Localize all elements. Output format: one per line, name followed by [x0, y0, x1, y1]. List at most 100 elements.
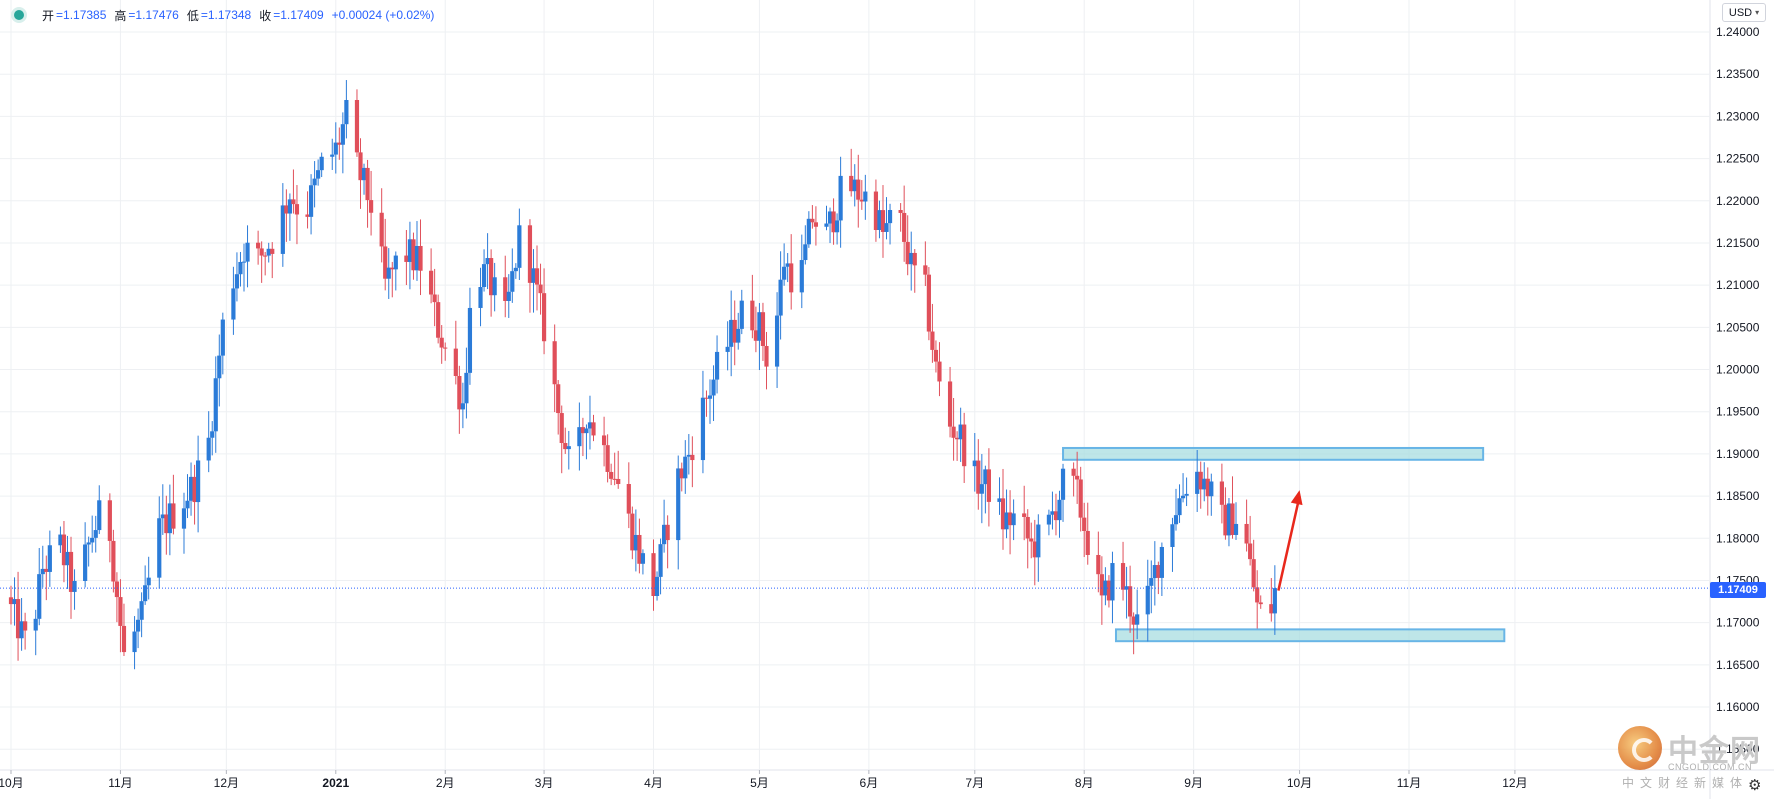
candle-body: [492, 277, 497, 296]
candle: [789, 234, 794, 310]
candle-body: [1120, 563, 1126, 590]
candle-body: [725, 346, 730, 352]
candle-body: [803, 244, 808, 261]
candle: [19, 597, 24, 651]
candle-body: [630, 513, 635, 551]
candle-body: [1244, 523, 1249, 544]
candle: [531, 249, 536, 313]
candle-body: [23, 621, 28, 631]
candle-body: [404, 255, 409, 262]
candle-body: [884, 223, 889, 232]
overlay: [0, 490, 1710, 591]
candle-body: [361, 167, 367, 181]
candle: [192, 464, 197, 525]
candle-body: [676, 468, 681, 541]
candle: [1223, 487, 1228, 540]
candle: [912, 249, 917, 293]
price-axis[interactable]: 1.24000 1.23500 1.23000 1.22500 1.22000 1.215…: [1716, 25, 1760, 756]
candle: [1032, 519, 1037, 586]
candle-body: [414, 245, 420, 271]
candle: [97, 485, 102, 535]
candle-body: [270, 248, 275, 254]
candle-body: [898, 210, 903, 213]
candle: [1251, 539, 1256, 592]
candle-body: [534, 268, 540, 285]
candle-body: [121, 625, 127, 653]
candle: [1156, 561, 1161, 595]
candle-body: [637, 534, 642, 564]
candle-body: [1209, 481, 1214, 497]
time-axis[interactable]: 10月 11月 12月 2021 2月 3月 4月 5月 6月 7月 8月 9月 10月 11月 12月: [0, 770, 1528, 790]
candle-body: [806, 218, 811, 245]
candle: [513, 263, 518, 279]
candle-body: [654, 576, 660, 596]
watermark-tagline: 中文财经新媒体: [1622, 776, 1749, 790]
gear-icon[interactable]: ⚙: [1748, 777, 1762, 794]
candle: [725, 321, 730, 371]
candle: [962, 412, 967, 483]
candle-body: [114, 581, 120, 598]
candle: [411, 232, 416, 280]
candle-body: [887, 210, 893, 224]
candle: [72, 569, 77, 610]
candle-body: [1152, 565, 1157, 579]
resistance-zone: [1062, 446, 1485, 461]
candle-body: [559, 413, 564, 444]
candle: [905, 215, 910, 276]
price-tick-label: 1.15500: [1716, 742, 1760, 756]
candle-body: [686, 454, 691, 457]
candle-body: [47, 545, 52, 572]
candle: [662, 499, 667, 553]
candle: [86, 536, 91, 567]
candle: [559, 405, 564, 474]
candle-body: [962, 424, 967, 467]
candle: [1053, 493, 1059, 536]
close-value: =1.17409: [273, 8, 324, 22]
candle-body: [789, 263, 794, 293]
candle-body: [12, 599, 17, 605]
candle: [1046, 509, 1052, 536]
candle: [485, 233, 490, 290]
candle-body: [1022, 513, 1027, 517]
candle: [210, 421, 215, 456]
candle: [1128, 565, 1133, 633]
candle-body: [213, 378, 218, 432]
candle-body: [1057, 499, 1062, 521]
candle-body: [383, 246, 388, 279]
candle-body: [368, 200, 374, 213]
candle-body: [33, 618, 38, 631]
candle: [873, 179, 879, 242]
open-label: 开: [42, 8, 55, 23]
candle-body: [616, 478, 621, 485]
candle-body: [1032, 541, 1037, 558]
candle-body: [753, 330, 758, 341]
candle: [390, 261, 395, 298]
candle: [1173, 488, 1179, 531]
candle: [605, 434, 610, 483]
candle: [68, 536, 74, 619]
candle-body: [1170, 524, 1175, 547]
candle-body: [601, 435, 607, 446]
candle-body: [1046, 514, 1052, 525]
candle-body: [714, 351, 720, 380]
candle-body: [1159, 546, 1164, 578]
candle: [143, 565, 148, 605]
candle-body: [439, 337, 444, 348]
candle-body: [118, 597, 123, 626]
currency-button[interactable]: USD ▾: [1722, 3, 1766, 22]
candle-body: [287, 199, 292, 214]
candle-body: [513, 267, 518, 272]
candle: [167, 484, 172, 556]
candle-body: [1205, 478, 1210, 497]
candle-body: [68, 551, 74, 592]
candle-body: [527, 225, 533, 283]
candle: [1272, 565, 1277, 635]
candle: [259, 241, 264, 283]
candle-body: [263, 255, 268, 257]
candle: [566, 430, 571, 470]
candle: [1103, 567, 1108, 606]
candle: [1057, 490, 1062, 538]
candle: [1036, 514, 1041, 582]
candle: [813, 206, 819, 246]
